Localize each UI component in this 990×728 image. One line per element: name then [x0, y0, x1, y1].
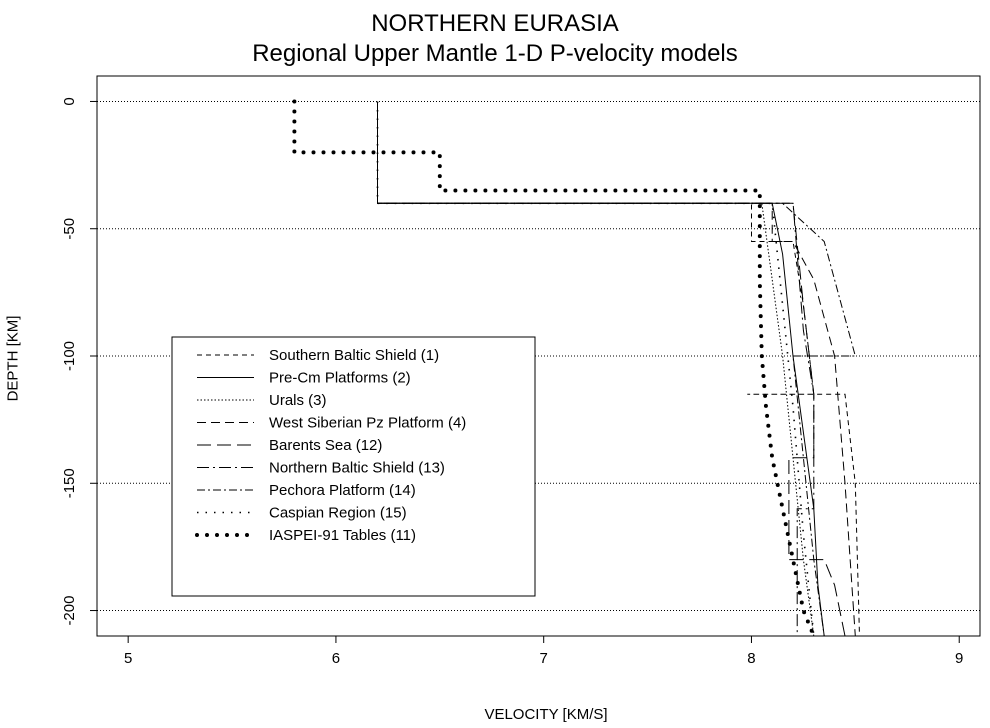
y-tick-label: -200 — [61, 596, 78, 626]
series-line-7 — [377, 101, 856, 636]
chart-subtitle: Regional Upper Mantle 1-D P-velocity mod… — [252, 40, 738, 67]
series-line-9 — [292, 99, 816, 636]
chart-title: NORTHERN EURASIA — [371, 10, 619, 37]
x-tick-label: 8 — [747, 650, 755, 667]
legend-label: Southern Baltic Shield (1) — [269, 347, 439, 364]
series-line-6 — [377, 101, 825, 636]
series-line-4 — [377, 101, 856, 636]
legend-label: West Siberian Pz Platform (4) — [269, 415, 466, 432]
x-tick-label: 9 — [955, 650, 963, 667]
y-tick-label: -150 — [61, 468, 78, 498]
x-tick-label: 7 — [540, 650, 548, 667]
y-tick-label: -50 — [61, 218, 78, 240]
x-tick-label: 5 — [124, 650, 132, 667]
y-tick-label: -100 — [61, 341, 78, 371]
x-tick-label: 6 — [332, 650, 340, 667]
legend-label: Pechora Platform (14) — [269, 482, 416, 499]
legend-label: IASPEI-91 Tables (11) — [269, 527, 416, 544]
legend-label: Northern Baltic Shield (13) — [269, 460, 445, 477]
y-tick-label: 0 — [61, 97, 78, 105]
legend-box — [171, 336, 536, 597]
x-axis-title: VELOCITY [KM/S] — [484, 706, 608, 723]
legend-label: Barents Sea (12) — [269, 437, 382, 454]
legend-label: Urals (3) — [269, 392, 327, 409]
y-axis-title: DEPTH [KM] — [4, 315, 22, 402]
legend-label: Caspian Region (15) — [269, 505, 407, 522]
legend-label: Pre-Cm Platforms (2) — [269, 370, 411, 387]
